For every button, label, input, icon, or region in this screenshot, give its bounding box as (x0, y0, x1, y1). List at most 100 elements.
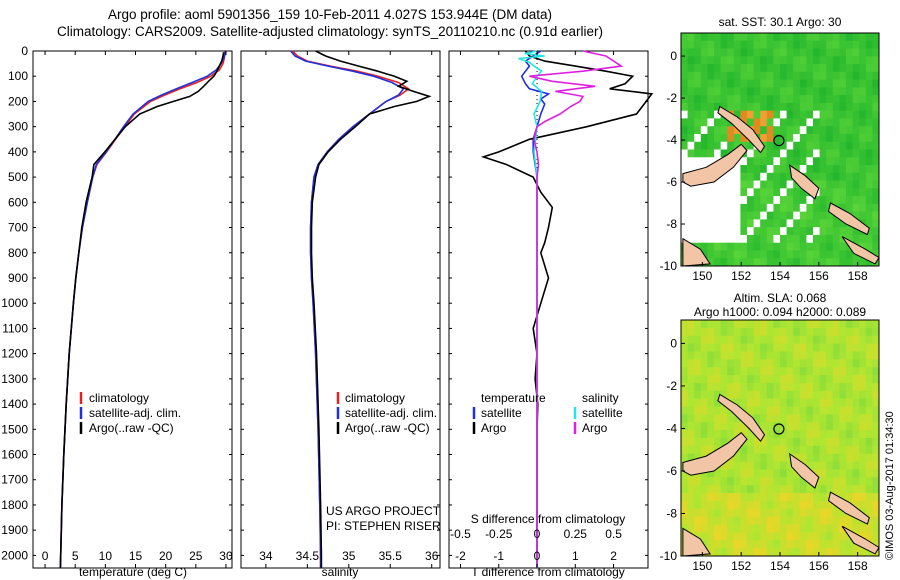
map-cell (852, 335, 860, 344)
map-cell (753, 180, 761, 189)
legend-title-salinity: salinity (582, 391, 619, 405)
map-cell (793, 95, 801, 104)
map-cell (806, 133, 814, 143)
map-cell (687, 508, 695, 518)
map-cell (687, 524, 695, 533)
map-cell (753, 327, 761, 337)
map-cell (859, 157, 867, 166)
map-cell (687, 211, 695, 220)
map-cell (694, 327, 702, 337)
map-cell (766, 79, 774, 88)
map-cell (786, 343, 794, 352)
map-x-tick-label: 150 (692, 269, 712, 283)
map-cell (733, 165, 741, 174)
map-cell (720, 335, 728, 344)
x-tick-label: 0 (42, 549, 49, 563)
map-cell (826, 56, 834, 65)
map-cell (865, 234, 873, 244)
map-cell (747, 165, 754, 174)
map-cell (826, 71, 834, 80)
map-cell (760, 343, 768, 352)
map-cell (799, 500, 807, 510)
map-cell (681, 477, 688, 486)
map-cell (720, 141, 728, 150)
map-cell (727, 343, 735, 352)
map-cell (839, 157, 847, 166)
map-cell (681, 493, 688, 502)
map-cell (740, 351, 748, 360)
map-cell (753, 398, 761, 407)
map-cell (839, 64, 847, 73)
map-cell (832, 196, 840, 205)
map-cell (747, 532, 754, 541)
map-cell (826, 469, 834, 478)
map-cell (740, 180, 748, 189)
map-cell (799, 524, 807, 533)
map-cell (872, 406, 880, 415)
map-cell (819, 219, 827, 228)
depth-tick-label: 1600 (1, 448, 28, 462)
temperature-legend: climatology satellite-adj. clim. Argo(..… (79, 391, 181, 435)
map-cell (760, 548, 768, 557)
map-cell (740, 445, 748, 455)
map-cell (753, 367, 761, 376)
map-cell (687, 64, 695, 73)
map-cell (727, 532, 735, 541)
map-cell (694, 234, 702, 244)
map-cell (852, 211, 860, 220)
depth-tick-label: 2000 (1, 548, 28, 562)
map-cell (780, 95, 787, 104)
map-cell (720, 172, 728, 181)
map-cell (740, 327, 748, 337)
map-cell (826, 172, 834, 181)
map-cell (786, 64, 794, 73)
map-cell (773, 250, 781, 259)
map-cell (839, 71, 847, 80)
map-cell (740, 430, 748, 439)
legend-label-argo: Argo(..raw -QC) (345, 421, 430, 435)
map-cell (846, 422, 853, 431)
map-cell (865, 532, 873, 541)
map-cell (694, 382, 702, 392)
map-cell (819, 461, 827, 470)
map-cell (766, 548, 774, 557)
map-cell (694, 320, 702, 329)
map-cell (826, 102, 834, 112)
map-cell (839, 351, 847, 360)
map-cell (793, 180, 801, 189)
map-cell (753, 524, 761, 533)
map-cell (727, 327, 735, 337)
map-cell (766, 157, 774, 166)
map-cell (740, 524, 748, 533)
map-cell (846, 375, 853, 384)
series-t-satellite (520, 50, 551, 568)
map-cell (707, 398, 715, 407)
map-cell (760, 227, 768, 236)
map-cell (766, 508, 774, 518)
map-cell (859, 548, 867, 557)
map-cell (839, 258, 847, 267)
map-cell (733, 110, 741, 119)
map-cell (700, 188, 708, 197)
map-cell (819, 469, 827, 478)
map-cell (819, 359, 827, 368)
map-cell (865, 87, 873, 96)
map-cell (740, 48, 748, 57)
map-cell (832, 56, 840, 65)
map-cell (872, 87, 880, 96)
map-cell (707, 540, 715, 549)
map-cell (799, 95, 807, 104)
map-cell (813, 172, 820, 181)
map-cell (753, 71, 761, 80)
map-cell (720, 375, 728, 384)
map-cell (766, 422, 774, 431)
map-cell (839, 149, 847, 158)
map-cell (720, 48, 728, 57)
map-cell (727, 414, 735, 423)
map-cell (799, 477, 807, 486)
map-cell (826, 508, 834, 518)
map-cell (865, 110, 873, 119)
map-cell (707, 477, 715, 486)
map-cell (826, 188, 834, 197)
